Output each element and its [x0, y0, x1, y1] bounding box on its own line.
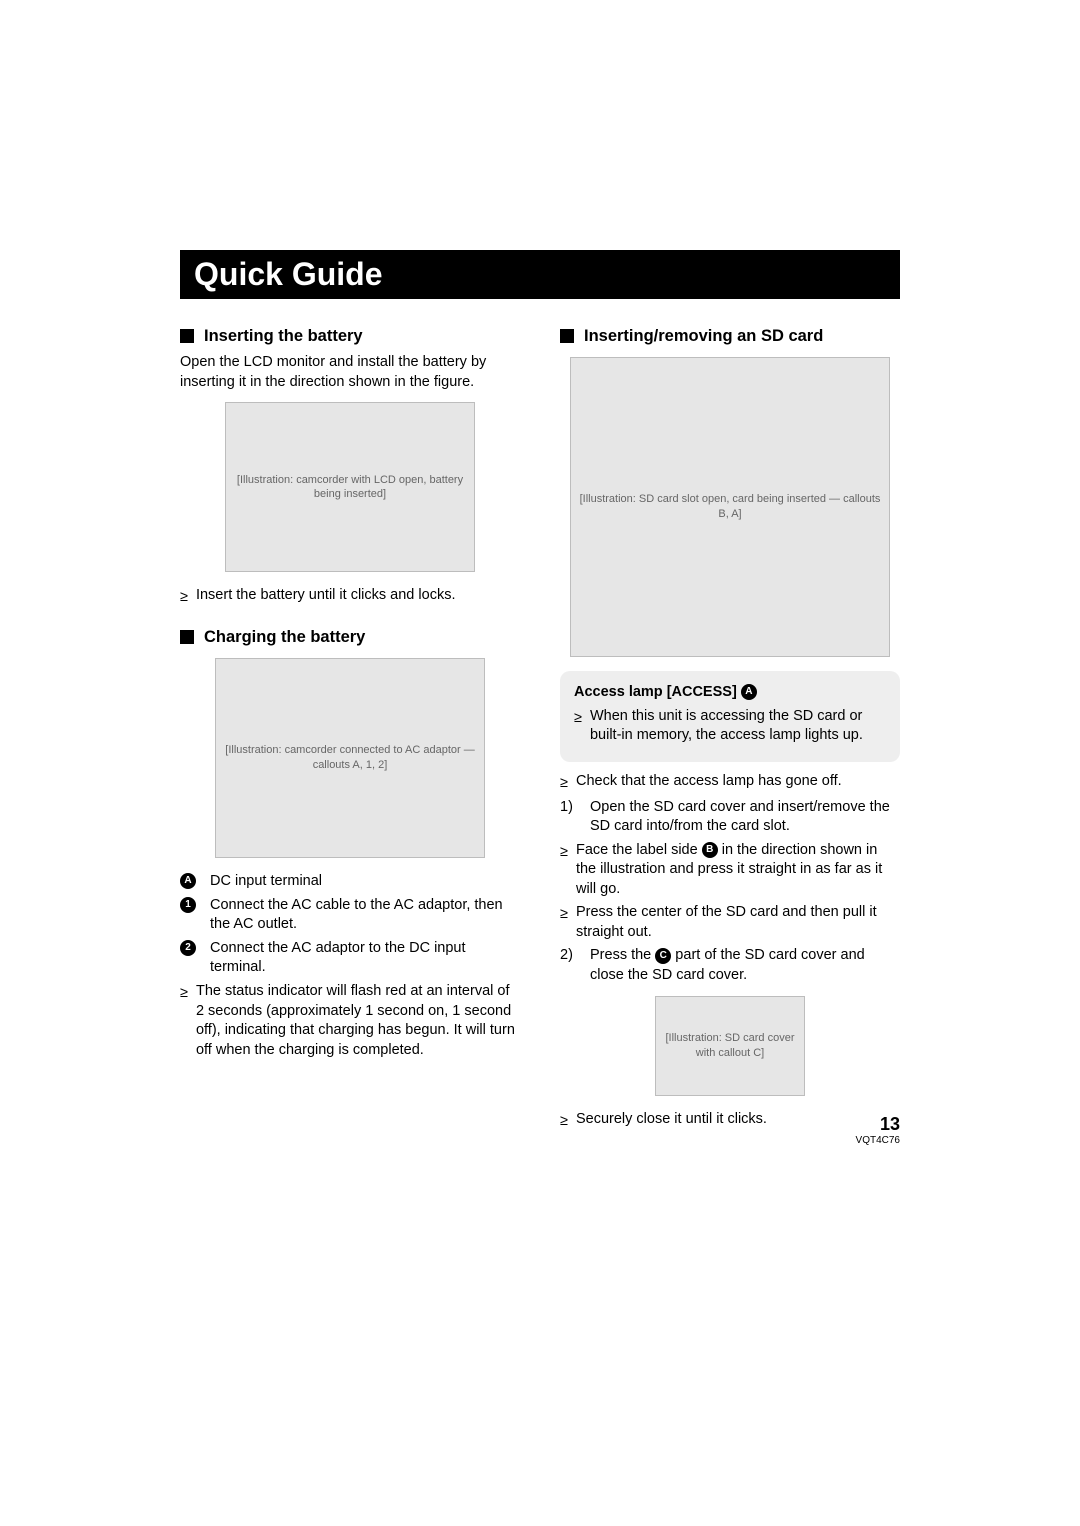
bullet-icon: ≥ [574, 707, 582, 746]
bullet-item: ≥ Check that the access lamp has gone of… [560, 772, 900, 794]
page-number: 13 [856, 1114, 900, 1135]
right-column: Inserting/removing an SD card [Illustrat… [560, 317, 900, 1135]
callout-row: 2 Connect the AC adaptor to the DC input… [180, 939, 520, 978]
callout-text: Connect the AC adaptor to the DC input t… [210, 939, 520, 978]
circle-b-icon: B [702, 842, 718, 858]
infobox-title: Access lamp [ACCESS] A [574, 683, 886, 703]
bullet-icon: ≥ [560, 903, 568, 942]
access-lamp-infobox: Access lamp [ACCESS] A ≥ When this unit … [560, 671, 900, 762]
bullet-icon: ≥ [180, 586, 188, 608]
step-row: 2) Press the C part of the SD card cover… [560, 946, 900, 985]
heading-text: Charging the battery [204, 626, 365, 648]
callout-row: A DC input terminal [180, 872, 520, 892]
bullet-text: Check that the access lamp has gone off. [576, 772, 900, 794]
square-bullet-icon [180, 630, 194, 644]
bullet-item: ≥ When this unit is accessing the SD car… [574, 707, 886, 746]
circle-c-icon: C [655, 948, 671, 964]
figure-charging: [Illustration: camcorder connected to AC… [180, 658, 520, 858]
infobox-title-text: Access lamp [ACCESS] [574, 684, 741, 700]
section-heading-inserting-battery: Inserting the battery [180, 325, 520, 347]
circle-a-icon: A [180, 873, 196, 889]
callout-label: 2 [180, 939, 202, 978]
section-heading-sd-card: Inserting/removing an SD card [560, 325, 900, 347]
bullet-text: When this unit is accessing the SD card … [590, 707, 886, 746]
figure-placeholder: [Illustration: camcorder with LCD open, … [225, 402, 475, 572]
step-text: Press the C part of the SD card cover an… [590, 946, 900, 985]
section-heading-charging-battery: Charging the battery [180, 626, 520, 648]
page-title: Quick Guide [194, 256, 886, 293]
figure-sd-cover: [Illustration: SD card cover with callou… [560, 996, 900, 1096]
callout-text: DC input terminal [210, 872, 520, 892]
step-text: Open the SD card cover and insert/remove… [590, 798, 900, 837]
document-code: VQT4C76 [856, 1135, 900, 1146]
bullet-icon: ≥ [560, 841, 568, 900]
bullet-text: Insert the battery until it clicks and l… [196, 586, 520, 608]
bullet-icon: ≥ [180, 982, 188, 1060]
bullet-text: Press the center of the SD card and then… [576, 903, 900, 942]
circle-2-icon: 2 [180, 940, 196, 956]
intro-text: Open the LCD monitor and install the bat… [180, 353, 520, 392]
bullet-item: ≥ Face the label side B in the direction… [560, 841, 900, 900]
figure-placeholder: [Illustration: SD card cover with callou… [655, 996, 805, 1096]
title-bar: Quick Guide [180, 250, 900, 299]
callout-label: A [180, 872, 202, 892]
bullet-item: ≥ Insert the battery until it clicks and… [180, 586, 520, 608]
left-column: Inserting the battery Open the LCD monit… [180, 317, 520, 1135]
callout-label: 1 [180, 896, 202, 935]
bullet-text: Face the label side B in the direction s… [576, 841, 900, 900]
bullet-text: The status indicator will flash red at a… [196, 982, 520, 1060]
bullet-icon: ≥ [560, 772, 568, 794]
bullet-text: Securely close it until it clicks. [576, 1110, 900, 1132]
square-bullet-icon [180, 329, 194, 343]
figure-placeholder: [Illustration: camcorder connected to AC… [215, 658, 485, 858]
step-number: 2) [560, 946, 582, 985]
bullet-item: ≥ The status indicator will flash red at… [180, 982, 520, 1060]
content-columns: Inserting the battery Open the LCD monit… [180, 317, 900, 1135]
heading-text: Inserting the battery [204, 325, 363, 347]
figure-placeholder: [Illustration: SD card slot open, card b… [570, 357, 890, 657]
bullet-item: ≥ Press the center of the SD card and th… [560, 903, 900, 942]
figure-battery-insert: [Illustration: camcorder with LCD open, … [180, 402, 520, 572]
heading-text: Inserting/removing an SD card [584, 325, 823, 347]
circle-a-icon: A [741, 684, 757, 700]
callout-row: 1 Connect the AC cable to the AC adaptor… [180, 896, 520, 935]
callout-text: Connect the AC cable to the AC adaptor, … [210, 896, 520, 935]
bullet-item: ≥ Securely close it until it clicks. [560, 1110, 900, 1132]
step-number: 1) [560, 798, 582, 837]
bullet-icon: ≥ [560, 1110, 568, 1132]
page-footer: 13 VQT4C76 [856, 1114, 900, 1146]
circle-1-icon: 1 [180, 897, 196, 913]
figure-sd-card: [Illustration: SD card slot open, card b… [560, 357, 900, 657]
step-row: 1) Open the SD card cover and insert/rem… [560, 798, 900, 837]
square-bullet-icon [560, 329, 574, 343]
